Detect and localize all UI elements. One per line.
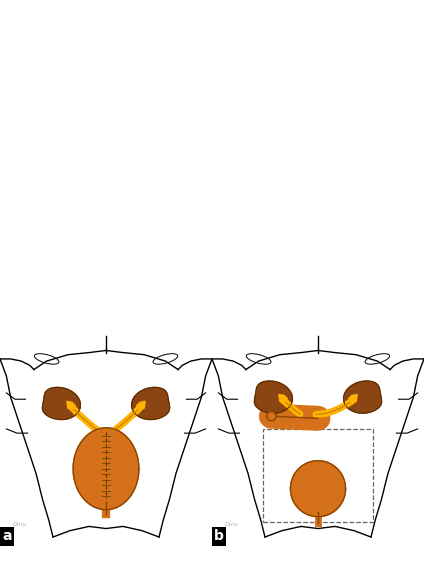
Polygon shape — [279, 394, 287, 402]
Text: Diny: Diny — [13, 523, 27, 527]
Polygon shape — [131, 387, 170, 420]
Polygon shape — [42, 387, 81, 420]
Polygon shape — [349, 394, 357, 402]
Text: b: b — [214, 529, 224, 543]
Polygon shape — [343, 381, 382, 413]
Polygon shape — [67, 401, 75, 409]
Polygon shape — [254, 381, 293, 413]
Text: a: a — [2, 529, 11, 543]
Circle shape — [267, 411, 276, 421]
Polygon shape — [137, 401, 145, 409]
Text: Diny: Diny — [225, 523, 239, 527]
Polygon shape — [290, 461, 346, 517]
Polygon shape — [73, 428, 139, 510]
Bar — [263, 429, 373, 522]
